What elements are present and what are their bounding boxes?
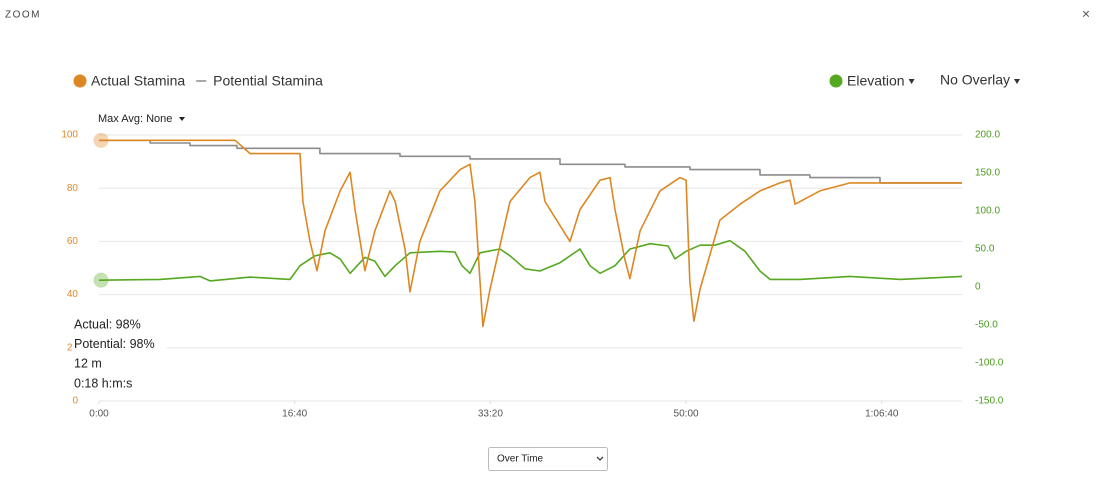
y-tick-label: 60: [67, 236, 79, 247]
x-tick-label: 50:00: [674, 409, 699, 420]
series-line: [99, 139, 962, 184]
overlay-dropdown[interactable]: No Overlay: [940, 72, 1010, 88]
range-select-label: Over Time: [497, 454, 544, 465]
y2-tick-label: 100.0: [975, 206, 1000, 217]
tooltip-background: [72, 313, 167, 395]
close-button[interactable]: ×: [1082, 6, 1090, 22]
dialog-title: ZOOM: [5, 10, 41, 21]
legend-marker: [73, 74, 87, 88]
y2-tick-label: -150.0: [975, 396, 1004, 407]
tooltip-line: Actual: 98%: [74, 317, 141, 331]
x-tick-label: 1:06:40: [865, 409, 899, 420]
y2-tick-label: 50.0: [975, 244, 995, 255]
y-tick-label: 100: [61, 130, 78, 141]
series-line: [98, 239, 963, 282]
x-tick-label: 33:20: [478, 409, 503, 420]
y2-tick-label: -100.0: [975, 358, 1004, 369]
y-tick-label: 40: [67, 289, 79, 300]
x-tick-label: 16:40: [282, 409, 307, 420]
tooltip-line: 12 m: [74, 357, 102, 371]
dropdown-arrow: [179, 117, 185, 121]
legend-marker: [829, 74, 843, 88]
select-chevron: [596, 456, 604, 461]
y2-tick-label: 200.0: [975, 130, 1000, 141]
y2-tick-label: -50.0: [975, 320, 998, 331]
legend-label: Elevation: [847, 73, 905, 89]
dropdown-arrow: [908, 79, 915, 84]
y-tick-label: 80: [67, 183, 79, 194]
legend-label: Actual Stamina: [91, 73, 185, 89]
dropdown-arrow: [1014, 79, 1020, 84]
tooltip-line: Potential: 98%: [74, 337, 155, 351]
plot: 020406080100-150.0-100.0-50.0050.0100.01…: [61, 130, 1003, 420]
tooltip: Actual: 98% Potential: 98% 12 m 0:18 h:m:s: [72, 313, 167, 395]
legend-label: Potential Stamina: [213, 73, 323, 89]
hover-marker: [93, 132, 109, 148]
tooltip-line: 0:18 h:m:s: [74, 376, 132, 390]
x-tick-label: 0:00: [89, 409, 109, 420]
y-tick-label: 0: [72, 396, 78, 407]
y2-tick-label: 0: [975, 282, 981, 293]
range-select[interactable]: [488, 447, 608, 471]
hover-marker: [93, 272, 109, 288]
y2-tick-label: 150.0: [975, 168, 1000, 179]
max-avg-dropdown[interactable]: Max Avg: None: [98, 113, 172, 125]
series-line: [99, 139, 962, 328]
